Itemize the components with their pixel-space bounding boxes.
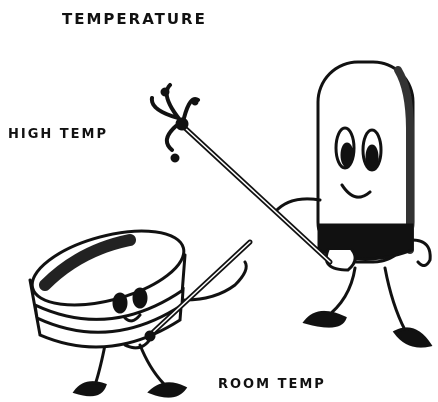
tall-character xyxy=(273,60,433,348)
drum-character xyxy=(28,229,248,398)
high-temp-label: HIGH TEMP xyxy=(8,127,108,142)
high-thermometer xyxy=(149,83,333,265)
room-temp-label: ROOM TEMP xyxy=(218,377,326,392)
room-thermometer xyxy=(144,239,253,342)
title: TEMPERATURE xyxy=(62,10,207,28)
